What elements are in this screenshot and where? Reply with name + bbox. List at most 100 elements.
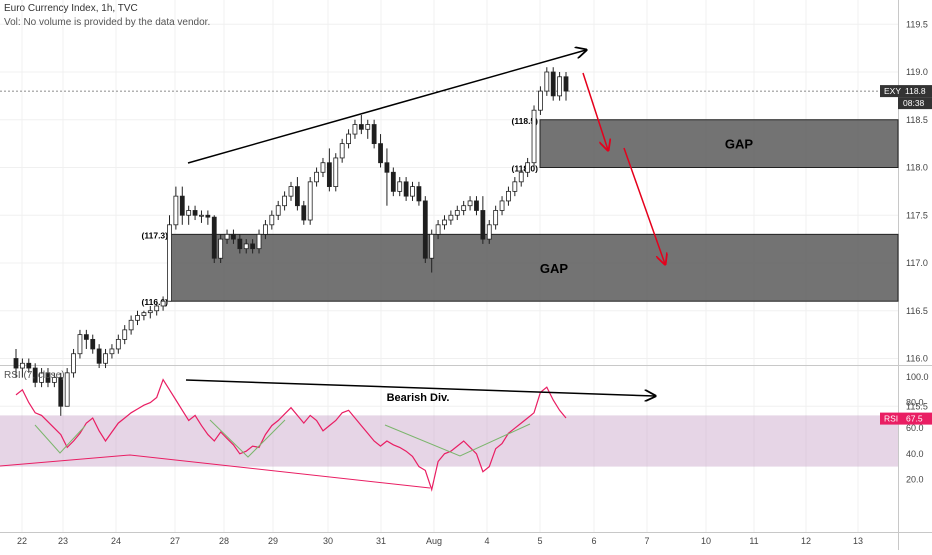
candle-body	[538, 90, 543, 111]
candle-body	[563, 76, 569, 92]
rsi-title: RSI (7, close)	[4, 370, 65, 381]
candle-body	[90, 338, 96, 350]
candle-body	[26, 362, 32, 369]
candle-body	[346, 133, 351, 145]
candle-body	[32, 367, 38, 383]
candle-body	[58, 377, 64, 407]
candle-body	[416, 186, 422, 202]
time-tick-label: 22	[17, 536, 27, 546]
candle-body	[442, 219, 447, 226]
candle-body	[179, 195, 185, 216]
price-tick-label: 117.0	[906, 258, 928, 268]
time-tick-label: 28	[219, 536, 229, 546]
rsi-divergence-line	[185, 379, 655, 396]
time-tick-label: 7	[644, 536, 649, 546]
time-tick-label: 5	[537, 536, 542, 546]
candle-body	[294, 186, 300, 207]
price-badge	[880, 85, 932, 98]
rsi-pattern-line	[209, 419, 286, 458]
price-tick-label: 119.5	[906, 19, 928, 29]
candle-body	[339, 143, 345, 159]
candle-body	[103, 353, 108, 364]
candle-body	[211, 216, 217, 259]
candle-body	[224, 233, 230, 240]
candle-body	[512, 181, 518, 192]
candle-body	[13, 358, 19, 369]
candle-body	[39, 372, 44, 383]
rsi-line	[15, 378, 567, 492]
candle-body	[19, 362, 25, 369]
rsi-tick-label: 80.0	[906, 398, 924, 408]
gap-label: GAP	[540, 261, 569, 276]
candle-body	[83, 334, 89, 340]
candle-body	[160, 300, 166, 307]
candle-body	[199, 214, 204, 217]
price-tick-label: 119.0	[906, 67, 928, 77]
candle-body	[45, 372, 51, 383]
candle-body	[141, 312, 147, 316]
gap-top-label: (117.3)	[142, 230, 169, 240]
candle-body	[493, 210, 499, 226]
countdown-label: 08:38	[903, 98, 925, 108]
candle-body	[135, 315, 140, 321]
time-tick-label: 6	[591, 536, 596, 546]
candle-body	[397, 181, 403, 192]
time-tick-label: 30	[323, 536, 333, 546]
candle-body	[64, 372, 70, 407]
candle-body	[307, 181, 313, 221]
time-tick-label: 29	[268, 536, 278, 546]
candle-body	[301, 205, 307, 221]
candle-body	[173, 195, 179, 226]
rsi-badge-label: RSI	[884, 414, 898, 424]
candle-body	[122, 329, 128, 340]
price-tick-label: 117.5	[906, 210, 928, 220]
candle-body	[51, 377, 57, 383]
candle-body	[96, 348, 102, 364]
candle-body	[550, 71, 556, 97]
countdown-badge	[898, 97, 932, 110]
volume-note: Vol: No volume is provided by the data v…	[4, 17, 211, 28]
candle-body	[486, 224, 492, 240]
time-tick-label: Aug	[426, 536, 442, 546]
price-tick-label: 116.0	[906, 354, 928, 364]
rsi-tick-label: 60.0	[906, 423, 924, 433]
time-tick-label: 24	[111, 536, 121, 546]
rsi-pattern-line	[384, 423, 531, 457]
candle-body	[525, 162, 531, 173]
time-tick-label: 31	[376, 536, 386, 546]
time-tick-label: 10	[701, 536, 711, 546]
candle-body	[109, 348, 115, 355]
candle-body	[461, 205, 467, 211]
candle-body	[333, 157, 339, 187]
time-tick-label: 23	[58, 536, 68, 546]
time-tick-label: 27	[170, 536, 180, 546]
time-tick-label: 13	[853, 536, 863, 546]
candle-body	[518, 171, 524, 183]
candle-body	[474, 200, 479, 211]
candle-body	[263, 224, 268, 235]
candle-body	[403, 181, 409, 197]
rsi-band	[0, 415, 898, 467]
time-tick-label: 11	[749, 536, 758, 546]
candle-body	[115, 338, 121, 350]
rsi-badge	[880, 412, 932, 425]
time-tick-label: 12	[801, 536, 811, 546]
gap-bottom-label: (116.6)	[142, 297, 169, 307]
candle-body	[71, 353, 76, 374]
price-badge-value: 118.8	[905, 86, 926, 96]
candle-body	[205, 214, 211, 218]
rsi-tick-label: 100.0	[906, 372, 929, 382]
candle-body	[429, 233, 435, 259]
rsi-annotation: Bearish Div.	[387, 392, 450, 404]
rsi-badge-value: 67.5	[906, 414, 923, 424]
candle-body	[250, 243, 256, 250]
price-tick-label: 116.5	[906, 306, 928, 316]
candle-body	[320, 162, 326, 173]
candle-body	[147, 310, 153, 314]
candle-body	[378, 143, 383, 164]
candle-body	[352, 124, 358, 135]
time-tick-label: 4	[484, 536, 489, 546]
rsi-tick-label: 20.0	[906, 474, 924, 484]
candle-body	[557, 76, 563, 97]
